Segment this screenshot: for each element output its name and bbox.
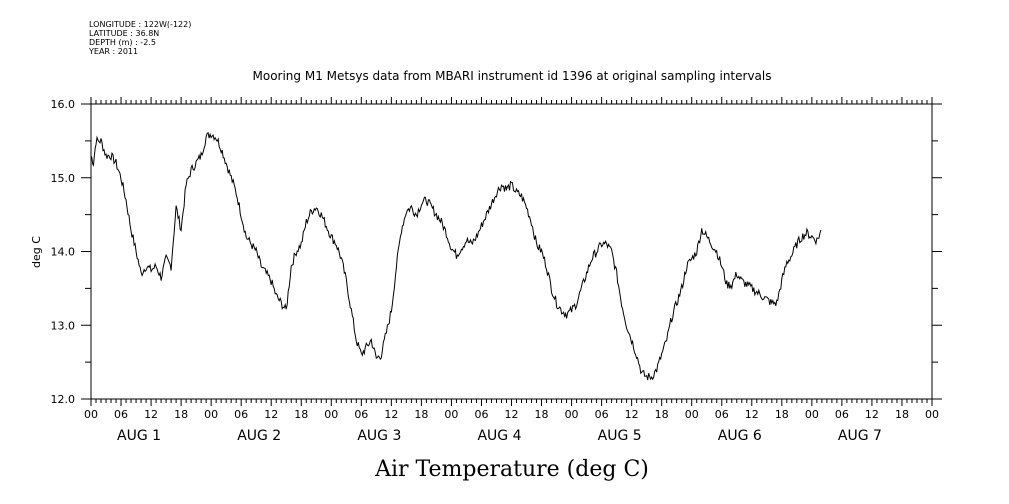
x-tick-label: 12 xyxy=(384,408,398,421)
y-tick-label: 14.0 xyxy=(51,246,76,259)
x-tick-label: 00 xyxy=(565,408,579,421)
day-label: AUG 2 xyxy=(237,428,281,444)
x-tick-label: 12 xyxy=(625,408,639,421)
metadata-block: LONGITUDE : 122W(-122) LATITUDE : 36.8N … xyxy=(89,20,191,56)
day-label: AUG 1 xyxy=(117,428,161,444)
x-axis-title: Air Temperature (deg C) xyxy=(374,457,649,482)
x-tick-label: 06 xyxy=(354,408,368,421)
day-label: AUG 3 xyxy=(357,428,401,444)
day-label: AUG 4 xyxy=(477,428,521,444)
x-tick-label: 00 xyxy=(685,408,699,421)
plot-frame xyxy=(90,103,933,400)
x-tick-label: 18 xyxy=(294,408,308,421)
chart-title: Mooring M1 Metsys data from MBARI instru… xyxy=(253,69,772,83)
x-tick-label: 00 xyxy=(204,408,218,421)
x-tick-label: 06 xyxy=(114,408,128,421)
series-line xyxy=(90,131,822,381)
y-tick-label: 13.0 xyxy=(51,319,76,332)
x-tick-label: 12 xyxy=(505,408,519,421)
x-tick-label: 06 xyxy=(474,408,488,421)
y-tick-label: 16.0 xyxy=(51,98,76,111)
x-tick-label: 06 xyxy=(715,408,729,421)
y-tick-label: 12.0 xyxy=(51,393,76,406)
x-tick-label: 00 xyxy=(84,408,98,421)
x-tick-label: 18 xyxy=(655,408,669,421)
y-axis-label: deg C xyxy=(30,236,43,268)
x-tick-label: 12 xyxy=(264,408,278,421)
x-tick-label: 18 xyxy=(174,408,188,421)
day-label: AUG 7 xyxy=(838,428,882,444)
y-tick-label: 15.0 xyxy=(51,172,76,185)
x-tick-label: 12 xyxy=(865,408,879,421)
x-tick-label: 18 xyxy=(535,408,549,421)
longitude-text: LONGITUDE : 122W(-122) xyxy=(89,20,192,29)
series-group xyxy=(90,131,822,381)
x-tick-label: 18 xyxy=(775,408,789,421)
x-tick-label: 06 xyxy=(234,408,248,421)
x-tick-label: 00 xyxy=(925,408,939,421)
year-text: YEAR : 2011 xyxy=(89,47,139,56)
x-tick-label: 06 xyxy=(595,408,609,421)
x-tick-label: 00 xyxy=(805,408,819,421)
day-label: AUG 6 xyxy=(718,428,762,444)
x-tick-label: 06 xyxy=(835,408,849,421)
day-label: AUG 5 xyxy=(598,428,642,444)
depth-text: DEPTH (m) : -2.5 xyxy=(89,38,156,47)
x-tick-label: 12 xyxy=(745,408,759,421)
x-tick-label: 12 xyxy=(144,408,158,421)
latitude-text: LATITUDE : 36.8N xyxy=(89,29,160,38)
x-tick-label: 18 xyxy=(895,408,909,421)
axes-group: 00 06 12 18 00 06 12 18 00 06 12 18 00 06 12 18 00 06 12 18… xyxy=(51,97,942,444)
x-tick-label: 18 xyxy=(414,408,428,421)
x-tick-label: 00 xyxy=(444,408,458,421)
x-tick-label: 00 xyxy=(324,408,338,421)
